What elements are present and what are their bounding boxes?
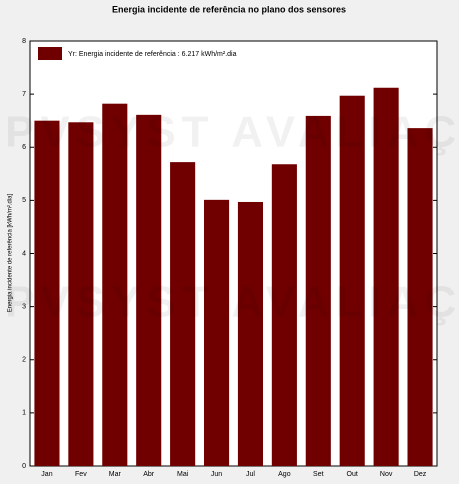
watermark: PVSYST AVALIAÇÃO — [5, 277, 459, 327]
x-tick-label: Nov — [380, 471, 393, 478]
bar — [373, 87, 399, 466]
x-tick-label: Fev — [75, 471, 87, 478]
chart-title: Energia incidente de referência no plano… — [112, 4, 346, 14]
y-axis-label: Energia incidente de referência [kWh/m².… — [8, 193, 14, 312]
x-tick-label: Ago — [278, 471, 291, 478]
x-tick-label: Set — [313, 471, 324, 478]
y-tick-label: 4 — [22, 250, 26, 257]
bar — [407, 128, 433, 466]
x-tick-label: Abr — [143, 471, 155, 478]
x-tick-label: Out — [347, 471, 358, 478]
x-tick-label: Jul — [246, 471, 255, 478]
bar — [68, 122, 94, 466]
bar — [305, 115, 331, 466]
bar — [203, 199, 230, 466]
y-tick-label: 5 — [22, 197, 26, 204]
bar — [237, 201, 264, 466]
x-tick-label: Jan — [41, 471, 52, 478]
watermark: PVSYST AVALIAÇÃO — [5, 107, 459, 157]
bar — [271, 164, 297, 466]
y-tick-label: 3 — [22, 303, 26, 310]
x-tick-label: Mar — [109, 471, 122, 478]
bar — [102, 103, 128, 466]
x-tick-label: Jun — [211, 471, 222, 478]
plot-area — [29, 40, 438, 467]
y-tick-label: 2 — [22, 357, 26, 364]
y-tick-label: 7 — [22, 91, 26, 98]
legend-swatch — [38, 47, 62, 60]
x-tick-label: Mai — [177, 471, 189, 478]
bar — [170, 162, 196, 466]
y-tick-label: 1 — [22, 410, 26, 417]
bar — [339, 95, 365, 466]
y-tick-label: 6 — [22, 144, 26, 151]
bar — [136, 114, 162, 466]
bar — [34, 120, 60, 466]
y-tick-label: 0 — [22, 463, 26, 470]
x-tick-label: Dez — [414, 471, 427, 478]
y-tick-label: 8 — [22, 38, 26, 45]
legend-label: Yr: Energia incidente de referência : 6.… — [68, 51, 237, 58]
